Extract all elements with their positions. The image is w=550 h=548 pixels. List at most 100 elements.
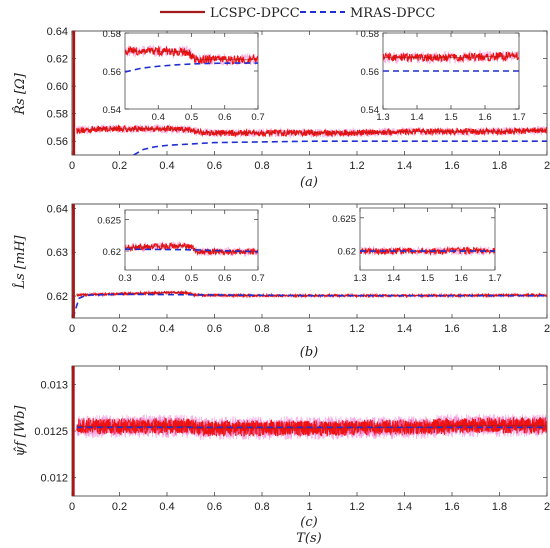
panel-b-inset-1-xtick-label: 0.4	[152, 273, 165, 284]
panel-b-xtick-label: 0.4	[159, 323, 174, 335]
panel-b-subplot-label: (b)	[300, 345, 318, 360]
panel-a-yticks: 0.56 0.58 0.60 0.62 0.64	[47, 26, 547, 148]
panel-c-ylabel: ψ̂f [Wb]	[13, 405, 28, 457]
panel-c-xticks: 0 0.2 0.4 0.6 0.8 1 1.2 1.4 1.6 1.8 2	[69, 366, 550, 513]
panel-a-inset-2-plot	[383, 49, 519, 72]
panel-b-inset-1-xtick-label: 0.7	[251, 273, 264, 284]
panel-b-xtick-label: 0.6	[207, 323, 222, 335]
panel-a-series-mras	[133, 140, 547, 155]
panel-a-xtick-label: 2	[544, 160, 550, 172]
panel-b-xtick-label: 0.8	[254, 323, 269, 335]
panel-a-inset-1-plot	[125, 44, 258, 73]
panel-c-ytick-label: 0.0125	[34, 426, 68, 438]
panel-c-xtick-label: 1	[306, 501, 312, 513]
panel-b-ytick-label: 0.63	[47, 247, 68, 259]
panel-b-inset-1-series-lcspc-noise	[125, 241, 258, 256]
panel-b-inset-2-ticks: 1.3 1.4 1.5 1.6 1.7 0.62 0.625	[332, 208, 502, 284]
panel-c-xtick-label: 1.8	[492, 501, 507, 513]
panel-a-inset-2-xtick-label: 1.6	[478, 112, 491, 123]
panel-a-inset-1-xtick-label: 0.4	[152, 112, 165, 123]
panel-a-xtick-label: 1.2	[349, 160, 364, 172]
panel-b-inset-2-xtick-label: 1.4	[387, 273, 400, 284]
panel-a-ytick-label: 0.64	[47, 26, 68, 38]
panel-a-xtick-label: 1.4	[397, 160, 412, 172]
panel-b-inset-1-series-lcspc-mean	[125, 245, 256, 253]
panel-b-inset-1-xtick-label: 0.5	[185, 273, 198, 284]
panel-b-xtick-label: 0.2	[112, 323, 127, 335]
panel-a-inset-1-ytick-label: 0.54	[103, 105, 122, 116]
panel-b-xtick-label: 1.4	[397, 323, 412, 335]
panel-c-series-lcspc-b-mean	[76, 425, 547, 429]
panel-b-ylabel: L̂s [mH]	[12, 234, 28, 289]
panel-b-inset-1-frame	[124, 209, 259, 271]
panel-b-inset-2-ytick-label: 0.62	[338, 246, 357, 257]
panel-a-inset-1-xtick-label: 0.5	[185, 112, 198, 123]
panel-a-xtick-label: 1.8	[492, 160, 507, 172]
panel-a-xtick-label: 1	[306, 160, 312, 172]
panel-a-inset-1-series-lcspc-mean	[125, 50, 256, 60]
panel-b-plot	[72, 204, 547, 318]
panel-a-inset-2-ytick-label: 0.58	[361, 29, 380, 40]
panel-a-inset-2-ticks: 1.3 1.4 1.5 1.6 1.7 0.54 0.56 0.58	[361, 29, 526, 123]
panel-a-ytick-label: 0.62	[47, 54, 68, 66]
panel-a-inset-2: 1.3 1.4 1.5 1.6 1.7 0.54 0.56 0.58	[361, 29, 526, 123]
panel-b-inset-2-xtick-label: 1.3	[353, 273, 366, 284]
panel-c-xlabel: T(s)	[296, 531, 322, 546]
panel-a-inset-2-xtick-label: 1.7	[512, 112, 525, 123]
panel-a-xticks: 0 0.2 0.4 0.6 0.8 1 1.2 1.4 1.6 1.8 2	[69, 31, 550, 172]
panel-a-ytick-label: 0.60	[47, 81, 68, 93]
panel-c-subplot-label: (c)	[300, 515, 317, 530]
panel-c: 0.012 0.0125 0.013 0 0.2 0.4 0.6 0.8 1 1.2 1.4 1.6…	[13, 365, 550, 546]
panel-b-xtick-label: 1	[306, 323, 312, 335]
panel-c-xtick-label: 0.8	[254, 501, 269, 513]
panel-a-inset-2-ytick-label: 0.54	[361, 105, 380, 116]
panel-a-inset-1-series-mras	[125, 62, 258, 73]
panel-b-inset-2-series-lcspc-noise	[360, 246, 495, 256]
panel-b-xtick-label: 2	[544, 323, 550, 335]
panel-a-inset-1-ticks: 0.4 0.5 0.6 0.7 0.54 0.56 0.58	[103, 29, 265, 123]
panel-a-series-lcspc-noise	[76, 124, 547, 138]
panel-b-inset-1-ytick-label: 0.62	[103, 247, 122, 258]
panel-b-inset-2-xtick-label: 1.7	[488, 273, 501, 284]
panel-a-inset-1-frame	[124, 32, 259, 110]
panel-a-inset-2-series-lcspc-mean	[383, 55, 517, 59]
panel-c-xtick-label: 0.4	[159, 501, 174, 513]
panel-b-xtick-label: 1.8	[492, 323, 507, 335]
panel-a-inset-1-ytick-label: 0.58	[103, 29, 122, 40]
panel-a-inset-1-xtick-label: 0.7	[251, 112, 264, 123]
panel-a-inset-2-xtick-label: 1.5	[444, 112, 457, 123]
panel-a-inset-1-series-lcspc-noise	[125, 45, 258, 66]
panel-b-xticks: 0 0.2 0.4 0.6 0.8 1 1.2 1.4 1.6 1.8 2	[69, 204, 550, 335]
panel-b: 0.62 0.63 0.64 0 0.2 0.4 0.6 0.8 1 1.2 1.4 1.6 1.8 2…	[12, 203, 550, 360]
panel-c-xtick-label: 2	[544, 501, 550, 513]
panel-a-subplot-label: (a)	[300, 175, 318, 190]
panel-b-ytick-label: 0.62	[47, 291, 68, 303]
panel-a-inset-2-xtick-label: 1.4	[410, 112, 423, 123]
panel-a-xtick-label: 0.2	[112, 160, 127, 172]
panel-b-inset-1-xtick-label: 0.3	[118, 273, 131, 284]
panel-b-xtick-label: 1.6	[444, 323, 459, 335]
panel-a-series-lcspc-mean	[76, 128, 547, 134]
panel-b-inset-2-plot	[360, 245, 495, 257]
panel-a-plot	[72, 31, 547, 155]
panel-a-inset-2-xtick-label: 1.3	[376, 112, 389, 123]
panel-a-xtick-label: 0.8	[254, 160, 269, 172]
panel-a-ylabel: R̂s [Ω]	[12, 72, 28, 115]
panel-c-xtick-label: 0.6	[207, 501, 222, 513]
panel-a-xtick-label: 0.6	[207, 160, 222, 172]
panel-c-series-lcspc-b-noise	[76, 417, 547, 437]
panel-a-ytick-label: 0.56	[47, 136, 68, 148]
panel-a: 0.560.580.600.620.64 0 0.2 0.4 0.6 0.8 1 1.2 1.…	[12, 26, 550, 190]
panel-b-ytick-label: 0.64	[47, 203, 68, 215]
panel-b-inset-2-frame	[359, 207, 496, 271]
panel-b-yticks: 0.62 0.63 0.64	[47, 203, 547, 303]
panel-b-inset-2-xtick-label: 1.5	[421, 273, 434, 284]
panel-b-inset-1-ytick-label: 0.625	[97, 215, 121, 226]
panel-c-ytick-label: 0.013	[40, 380, 68, 392]
panel-c-xtick-label: 1.2	[349, 501, 364, 513]
legend: LCSPC-DPCC MRAS-DPCC	[160, 6, 435, 21]
panel-b-inset-2-xtick-label: 1.6	[455, 273, 468, 284]
panel-c-xtick-label: 0	[69, 501, 75, 513]
panel-a-inset-2-series-lcspc-noise	[383, 51, 519, 64]
panel-a-ytick-label: 0.58	[47, 109, 68, 121]
